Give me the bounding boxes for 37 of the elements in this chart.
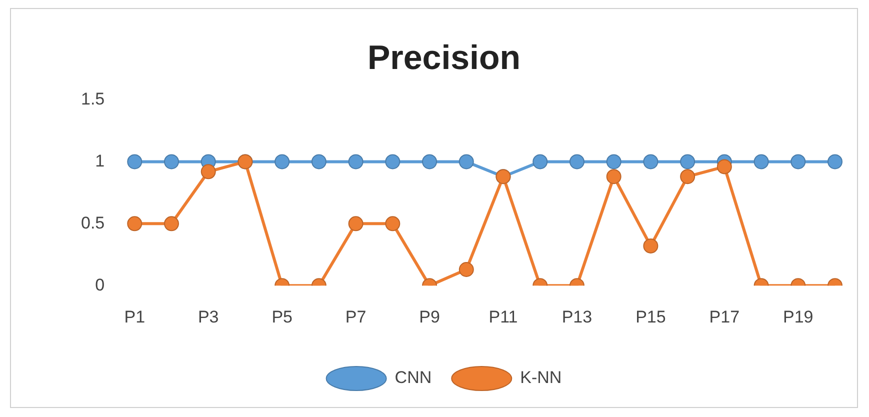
point	[532, 154, 548, 170]
legend-label: K-NN	[520, 368, 562, 388]
point	[458, 154, 474, 170]
point	[828, 154, 842, 170]
point	[680, 169, 696, 184]
x-tick-label: P13	[562, 307, 592, 326]
point	[643, 154, 658, 170]
point	[200, 164, 216, 180]
x-tick-label: P17	[709, 307, 740, 326]
x-tick-label: P11	[488, 307, 518, 326]
point	[716, 159, 732, 174]
point	[127, 154, 142, 170]
point	[606, 169, 622, 184]
x-tick-label: P3	[198, 307, 219, 326]
y-tick-label: 0	[95, 275, 105, 294]
x-tick-label: P19	[783, 307, 814, 326]
point	[569, 154, 584, 170]
point	[606, 154, 622, 170]
point	[311, 154, 326, 170]
x-tick-label: P7	[345, 307, 366, 326]
point	[164, 154, 179, 170]
x-tick-label: P9	[419, 307, 440, 326]
point	[385, 154, 400, 170]
point	[348, 154, 364, 170]
chart-title: Precision	[367, 38, 521, 77]
y-tick-label: 1	[95, 151, 105, 170]
y-tick-label: 1.5	[80, 89, 105, 108]
y-tick-label: 0.5	[80, 213, 105, 232]
x-tick-label: P5	[272, 307, 292, 326]
point	[790, 154, 806, 170]
x-tick-label: P1	[124, 307, 146, 326]
point	[680, 154, 696, 170]
point	[422, 154, 438, 170]
point	[754, 154, 769, 170]
legend-label: CNN	[394, 368, 432, 388]
point	[274, 154, 290, 170]
x-tick-label: P15	[636, 307, 666, 326]
